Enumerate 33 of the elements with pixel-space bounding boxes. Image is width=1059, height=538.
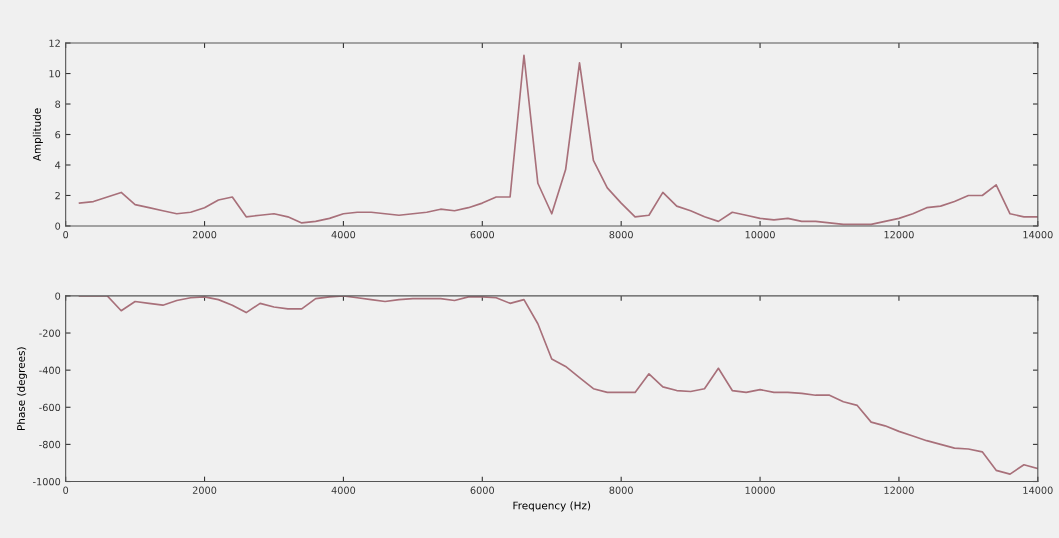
x-tick-label: 0 (63, 486, 69, 494)
line-series (78, 54, 1038, 226)
y-tick-label: 6 (55, 130, 61, 139)
x-tick-label: 8000 (609, 486, 633, 494)
y-tick-label: 4 (55, 161, 61, 169)
y-tick-label: -600 (39, 403, 61, 412)
y-tick-label: 12 (49, 39, 60, 47)
x-axis-title: Frequency (Hz) (513, 501, 591, 512)
y-tick-label: -1000 (33, 477, 61, 486)
y-axis-title: Amplitude (32, 108, 43, 162)
y-tick-label: 0 (55, 222, 61, 230)
x-tick-label: 10000 (745, 486, 775, 494)
x-tick-label: 12000 (884, 230, 914, 239)
x-tick-label: 12000 (884, 486, 914, 494)
x-tick-label: 4000 (331, 230, 356, 239)
y-axis-title: Phase (degrees) (16, 347, 27, 430)
y-tick-label: 0 (55, 292, 61, 300)
x-tick-label: 10000 (745, 230, 775, 239)
y-tick-label: 2 (55, 191, 60, 200)
x-tick-label: 14000 (1023, 230, 1053, 239)
y-tick-label: -200 (39, 329, 61, 337)
x-tick-label: 6000 (470, 230, 495, 239)
x-tick-label: 4000 (331, 486, 356, 494)
x-tick-label: 2000 (192, 486, 217, 494)
y-tick-label: -400 (39, 366, 61, 374)
x-tick-label: 2000 (192, 230, 217, 239)
x-tick-label: 8000 (609, 230, 633, 239)
x-tick-label: 14000 (1023, 486, 1053, 494)
x-tick-label: 6000 (470, 486, 495, 494)
y-tick-label: 8 (55, 100, 61, 108)
x-tick-label: 0 (63, 230, 69, 239)
y-tick-label: 10 (49, 70, 61, 78)
y-tick-label: -800 (39, 440, 61, 449)
